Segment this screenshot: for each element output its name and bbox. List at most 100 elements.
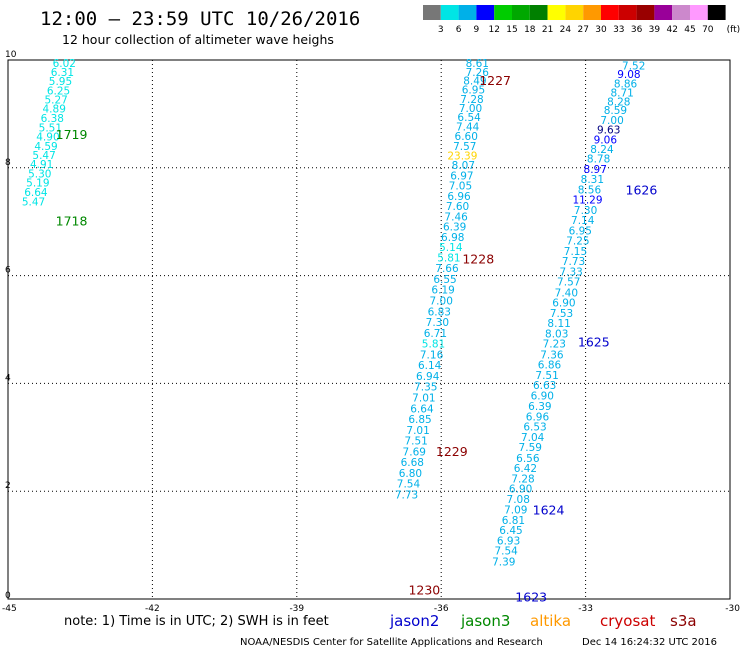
wave-height-label: 6.90: [509, 484, 532, 496]
wave-height-label: 5.19: [26, 177, 49, 189]
scale-swatch: [672, 5, 690, 20]
legend-altika: altika: [530, 612, 571, 630]
pass-time-label: 1623: [515, 589, 547, 604]
wave-height-label: 7.30: [574, 205, 597, 217]
x-tick-label: -42: [145, 604, 160, 614]
wave-height-label: 6.96: [526, 411, 550, 423]
wave-height-label: 6.25: [47, 85, 70, 97]
wave-height-label: 8.86: [614, 78, 638, 90]
series-jason2: 7.529.088.868.718.288.597.009.639.068.24…: [492, 60, 657, 604]
wave-height-label: 5.27: [44, 94, 67, 106]
wave-height-label: 7.44: [456, 121, 480, 133]
scale-swatch: [707, 5, 726, 20]
wave-height-label: 6.95: [569, 225, 592, 237]
wave-height-label: 7.59: [519, 442, 542, 454]
wave-height-label: 6.90: [531, 390, 554, 402]
wave-height-label: 5.81: [422, 339, 445, 351]
wave-height-label: 7.35: [414, 382, 437, 394]
wave-height-label: 6.81: [502, 515, 525, 527]
series-cryosat: 8.617.268.496.957.287.006.547.446.607.57…: [395, 58, 511, 598]
wave-height-label: 6.85: [408, 414, 431, 426]
scale-label: 24: [560, 25, 572, 35]
x-tick-label: -45: [2, 604, 17, 614]
y-tick-label: 2: [5, 481, 11, 491]
legend-s3a: s3a: [670, 612, 697, 630]
scale-swatch: [512, 5, 530, 20]
wave-height-label: 7.51: [535, 370, 558, 382]
series-jason3: 6.026.315.956.255.274.896.385.514.904.59…: [22, 58, 88, 229]
wave-height-label: 7.08: [507, 494, 530, 506]
scale-label: 36: [631, 25, 643, 35]
wave-height-label: 7.54: [494, 546, 518, 558]
wave-height-label: 4.59: [34, 141, 57, 153]
wave-height-label: 9.06: [594, 134, 618, 146]
wave-height-label: 6.97: [450, 170, 473, 182]
scale-unit: (ft): [727, 25, 740, 35]
x-tick-label: -39: [289, 604, 304, 614]
wave-height-label: 5.47: [32, 150, 55, 162]
scale-label: 70: [702, 25, 714, 35]
wave-height-label: 7.57: [557, 277, 580, 289]
scale-swatch: [618, 5, 637, 20]
wave-height-label: 6.45: [499, 525, 522, 537]
y-axis-ticks: 0 2 4 6 8 10: [5, 50, 17, 601]
wave-height-label: 6.39: [443, 222, 466, 234]
wave-height-label: 8.28: [607, 97, 630, 109]
scale-swatch: [690, 5, 708, 20]
wave-height-label: 6.42: [514, 463, 537, 475]
wave-height-label: 7.39: [492, 556, 515, 568]
pass-time-label: 1624: [533, 503, 565, 518]
scale-label: 3: [438, 25, 444, 35]
wave-height-label: 6.19: [431, 285, 454, 297]
wave-height-label: 5.47: [22, 196, 45, 208]
wave-height-label: 7.73: [562, 256, 585, 268]
scale-label: 18: [524, 25, 536, 35]
wave-height-label: 7.25: [566, 236, 589, 248]
wave-height-label: 7.16: [420, 349, 444, 361]
scale-label: 33: [613, 25, 624, 35]
wave-height-label: 6.71: [424, 328, 447, 340]
wave-height-label: 7.28: [460, 94, 483, 106]
wave-height-label: 7.33: [559, 266, 582, 278]
wave-height-label: 6.83: [428, 306, 451, 318]
x-tick-label: -33: [578, 604, 593, 614]
wave-height-marks: 7.529.088.868.718.288.597.009.639.068.24…: [22, 58, 658, 605]
wave-height-label: 7.46: [444, 211, 468, 223]
wave-height-label: 8.07: [452, 160, 475, 172]
mission-legend: jason2 jason3 altika cryosat s3a: [389, 612, 697, 630]
scale-swatch: [654, 5, 673, 20]
wave-height-label: 5.30: [28, 168, 51, 180]
wave-height-label: 6.39: [528, 401, 551, 413]
plot-area: [7, 59, 731, 600]
scale-swatch: [636, 5, 655, 20]
footer-timestamp: Dec 14 16:24:32 UTC 2016: [582, 637, 717, 648]
wave-height-label: 7.30: [426, 317, 449, 329]
y-tick-label: 8: [5, 158, 11, 168]
wave-height-label: 23.39: [447, 150, 477, 162]
wave-height-label: 6.90: [552, 298, 575, 310]
wave-height-label: 6.98: [441, 232, 464, 244]
y-tick-label: 4: [5, 373, 11, 383]
x-tick-label: -36: [434, 604, 449, 614]
wave-height-label: 8.78: [587, 154, 610, 166]
y-tick-label: 6: [5, 266, 11, 276]
wave-height-label: 6.93: [497, 535, 520, 547]
scale-label: 30: [595, 25, 607, 35]
pass-time-label: 1229: [436, 444, 468, 459]
wave-height-label: 8.11: [547, 318, 570, 330]
wave-height-label: 4.90: [36, 132, 59, 144]
legend-jason2: jason2: [389, 612, 439, 630]
wave-height-label: 6.53: [523, 422, 546, 434]
pass-time-label: 1719: [56, 127, 88, 142]
wave-height-label: 6.60: [455, 131, 478, 143]
y-tick-label: 0: [5, 591, 11, 601]
chart-subtitle: 12 hour collection of altimeter wave hei…: [62, 32, 334, 47]
wave-height-label: 6.63: [533, 380, 556, 392]
wave-height-label: 8.31: [581, 174, 604, 186]
wave-height-label: 7.00: [600, 115, 623, 127]
footer-credit: NOAA/NESDIS Center for Satellite Applica…: [240, 637, 543, 648]
wave-height-label: 7.26: [466, 67, 490, 79]
wave-height-label: 6.64: [410, 403, 434, 415]
wave-height-label: 7.00: [459, 103, 482, 115]
